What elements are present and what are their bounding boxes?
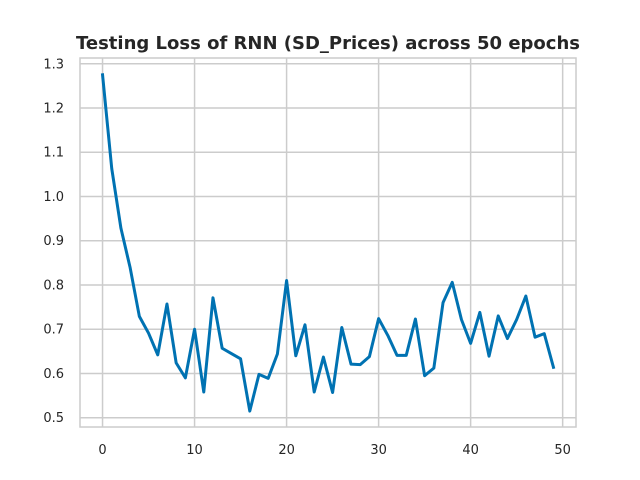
x-tick-label: 10 — [186, 443, 203, 458]
grid-lines — [80, 58, 576, 427]
x-tick-label: 50 — [554, 443, 571, 458]
x-tick-label: 40 — [462, 443, 479, 458]
x-tick-label: 0 — [98, 443, 106, 458]
y-tick-label: 1.1 — [43, 146, 64, 161]
series-line-testing-loss — [100, 73, 556, 413]
y-tick-label: 0.6 — [43, 367, 64, 382]
tick-labels: 0 10 20 30 40 50 0.5 0.6 0.7 0.8 0.9 1.0 1.1 1.2 1.3 — [43, 57, 571, 458]
y-tick-label: 1.3 — [43, 57, 64, 72]
y-tick-label: 0.5 — [43, 411, 64, 426]
series-layer — [100, 73, 556, 413]
axes-frame — [79, 57, 577, 428]
y-tick-label: 1.0 — [43, 190, 64, 205]
chart-title: Testing Loss of RNN (SD_Prices) across 5… — [76, 33, 580, 54]
y-tick-label: 0.9 — [43, 234, 64, 249]
x-tick-label: 20 — [278, 443, 295, 458]
y-tick-label: 0.7 — [43, 323, 64, 338]
y-tick-label: 1.2 — [43, 101, 64, 116]
y-tick-label: 0.8 — [43, 278, 64, 293]
x-tick-label: 30 — [370, 443, 387, 458]
